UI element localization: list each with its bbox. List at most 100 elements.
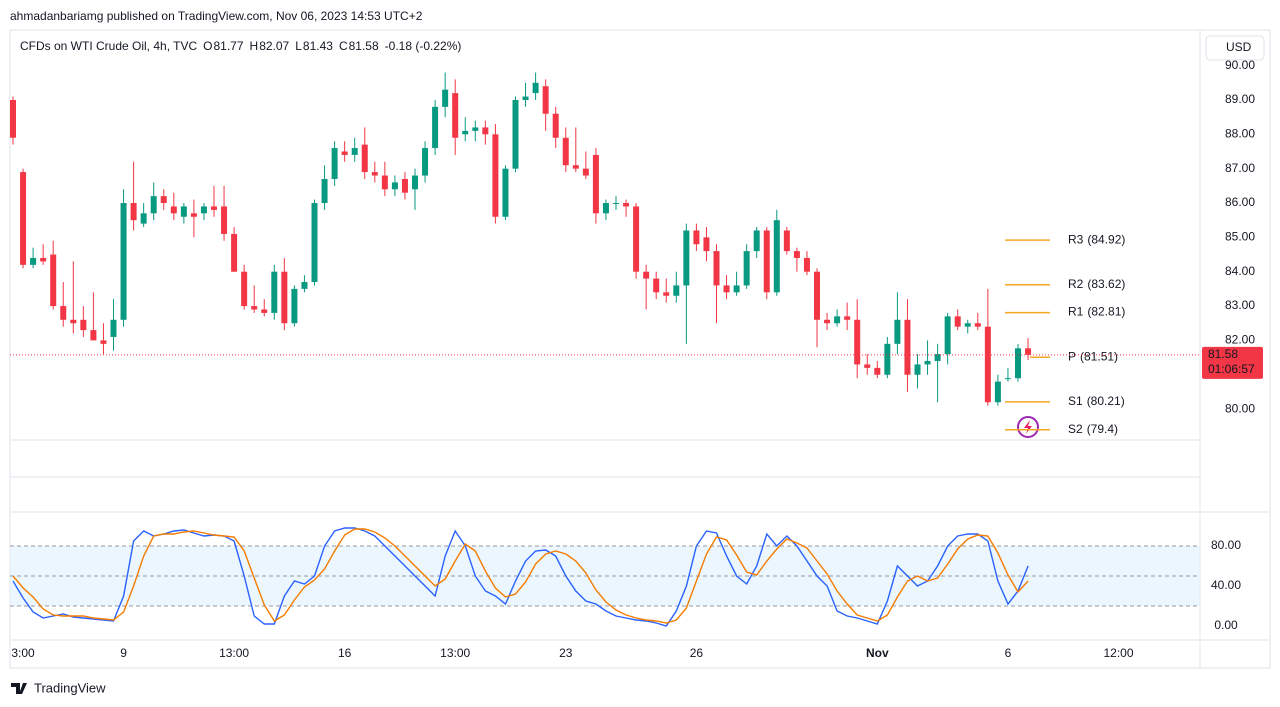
candle-body [884, 343, 891, 375]
legend-text: 82.07 [259, 39, 289, 53]
candle-body [763, 230, 770, 293]
candle-body [331, 148, 338, 179]
candle-body [602, 203, 609, 214]
candle-body [190, 213, 197, 217]
countdown: 01:06:57 [1208, 362, 1255, 376]
currency-button[interactable] [1205, 35, 1265, 61]
candle-body [200, 206, 207, 214]
x-tick-label: 13:00 [219, 646, 249, 660]
candle-body [974, 323, 981, 327]
candle-body [462, 130, 469, 135]
candle-body [964, 323, 971, 327]
y-tick-label: 87.00 [1225, 161, 1255, 175]
candle-body [341, 151, 348, 155]
legend-text: 81.77 [214, 39, 244, 53]
candle-body [381, 175, 388, 190]
pivot-value: (84.92) [1087, 232, 1125, 246]
candle-body [472, 127, 479, 131]
candle-body [100, 340, 107, 344]
candle-body [693, 230, 700, 245]
candle-body [130, 203, 137, 221]
y-tick-label: 40.00 [1211, 578, 1241, 592]
candle-body [170, 206, 177, 214]
candle-body [864, 364, 871, 368]
candle-body [753, 230, 760, 252]
candle-body [371, 172, 378, 176]
candle-body [261, 309, 268, 313]
candle-body [30, 257, 37, 265]
candle-body [442, 89, 449, 107]
legend-text: O [203, 39, 212, 53]
candle-body [391, 182, 398, 190]
candle-body [643, 271, 650, 279]
candle-body [80, 319, 87, 331]
currency[interactable]: USD [1226, 40, 1252, 54]
candle-body [90, 330, 97, 341]
candle-body [592, 154, 599, 214]
legend-text: CFDs on WTI Crude Oil, 4h, TVC [20, 39, 197, 53]
candle-body [532, 82, 539, 94]
candle-body [733, 285, 740, 293]
candle-body [211, 206, 217, 210]
candle-body [874, 367, 881, 375]
candle-body [743, 251, 750, 286]
candle-body [221, 206, 228, 234]
y-tick-label: 89.00 [1225, 92, 1255, 106]
candle-body [562, 137, 569, 166]
candle-body [934, 354, 941, 362]
stoch-line [12, 527, 1029, 627]
candle-body [40, 257, 47, 262]
candle-body [924, 361, 931, 365]
legend-text: L [295, 39, 302, 53]
candle-body [633, 206, 640, 272]
legend-text: 81.43 [303, 39, 333, 53]
y-tick-label: 82.00 [1225, 333, 1255, 347]
candle-body [160, 196, 167, 204]
x-tick-label: 26 [690, 646, 704, 660]
x-tick-label: 3:00 [11, 646, 35, 660]
x-tick-label: 13:00 [440, 646, 470, 660]
candle-body [20, 172, 27, 265]
candle-body [180, 206, 187, 217]
candle-body [512, 99, 519, 169]
candle-body [713, 251, 720, 286]
candle-body [281, 271, 288, 324]
candle-body [954, 316, 961, 327]
candle-body [613, 203, 619, 205]
candle-body [582, 168, 589, 176]
candle-body [703, 237, 710, 252]
candle-body [803, 257, 810, 272]
candle-body [231, 233, 238, 272]
candle-body [251, 306, 258, 310]
chart-frame [9, 29, 1271, 669]
candle-body [401, 178, 408, 193]
candle-body [492, 134, 499, 217]
candle-body [552, 113, 559, 138]
x-tick-label: Nov [866, 646, 889, 660]
candle-body [814, 271, 820, 320]
candle-body [482, 127, 489, 135]
candle-body [984, 326, 991, 403]
y-tick-label: 83.00 [1225, 298, 1255, 312]
y-tick-label: 90.00 [1225, 58, 1255, 72]
y-tick-label: 80.00 [1225, 401, 1255, 415]
pivot-value: (80.21) [1087, 394, 1125, 408]
candle-body [150, 196, 157, 214]
candle-body [351, 148, 358, 155]
pivot-value: (79.4) [1087, 422, 1118, 436]
legend-text: H [250, 39, 259, 53]
candle-body [623, 203, 630, 207]
candle-body [653, 278, 660, 293]
candle-body [683, 230, 690, 286]
candle-body [914, 364, 921, 375]
y-tick-label: 85.00 [1225, 230, 1255, 244]
candle-body [944, 316, 951, 355]
pivot-name: R2 [1068, 277, 1084, 291]
candle-body [854, 319, 861, 365]
candle-body [321, 178, 328, 204]
y-tick-label: 80.00 [1211, 538, 1241, 552]
candle-body [311, 203, 318, 283]
pivot-name: S1 [1068, 394, 1083, 408]
pivot-value: (82.81) [1087, 305, 1125, 319]
